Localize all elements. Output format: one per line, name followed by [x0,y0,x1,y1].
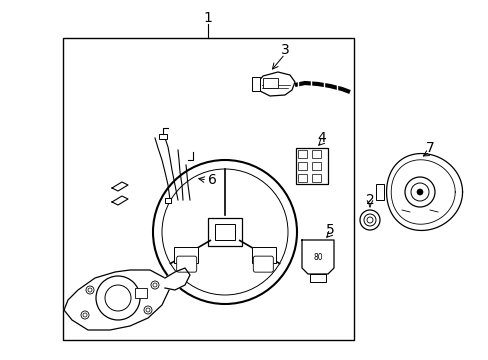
Text: 80: 80 [312,253,322,262]
Circle shape [86,286,94,294]
Bar [174,247,198,262]
Text: 7: 7 [425,141,433,155]
Bar [297,174,306,182]
Bar [215,224,235,240]
Text: 3: 3 [280,43,289,57]
Circle shape [153,283,157,287]
Bar [159,134,167,139]
Polygon shape [112,182,128,191]
Bar [297,150,306,158]
Polygon shape [64,270,170,330]
Circle shape [83,313,87,317]
Bar [207,218,242,246]
Circle shape [359,210,379,230]
Bar [375,184,383,200]
Bar [263,78,278,88]
Circle shape [151,281,159,289]
Polygon shape [112,196,128,205]
Text: 1: 1 [203,11,212,25]
Bar [251,247,275,262]
Circle shape [410,183,428,201]
Bar [164,198,171,203]
Bar [135,288,147,298]
Polygon shape [164,268,190,290]
Circle shape [88,288,92,292]
Bar [309,274,325,282]
Circle shape [416,189,422,195]
Text: 2: 2 [365,193,374,207]
Bar [251,77,260,91]
Bar [295,148,327,184]
Circle shape [143,306,152,314]
Text: 4: 4 [317,131,325,145]
Circle shape [105,285,131,311]
Text: 5: 5 [325,223,334,237]
Circle shape [153,160,296,304]
Circle shape [96,276,140,320]
Bar [311,174,320,182]
Polygon shape [258,72,294,96]
Circle shape [146,308,150,312]
Polygon shape [386,153,462,230]
Circle shape [363,214,375,226]
Circle shape [366,217,372,223]
Bar [63,38,353,340]
Text: 6: 6 [207,173,216,187]
FancyBboxPatch shape [176,256,196,272]
Bar [311,162,320,170]
Circle shape [404,177,434,207]
Polygon shape [302,240,333,274]
Circle shape [81,311,89,319]
Bar [311,150,320,158]
FancyBboxPatch shape [253,256,273,272]
Bar [297,162,306,170]
